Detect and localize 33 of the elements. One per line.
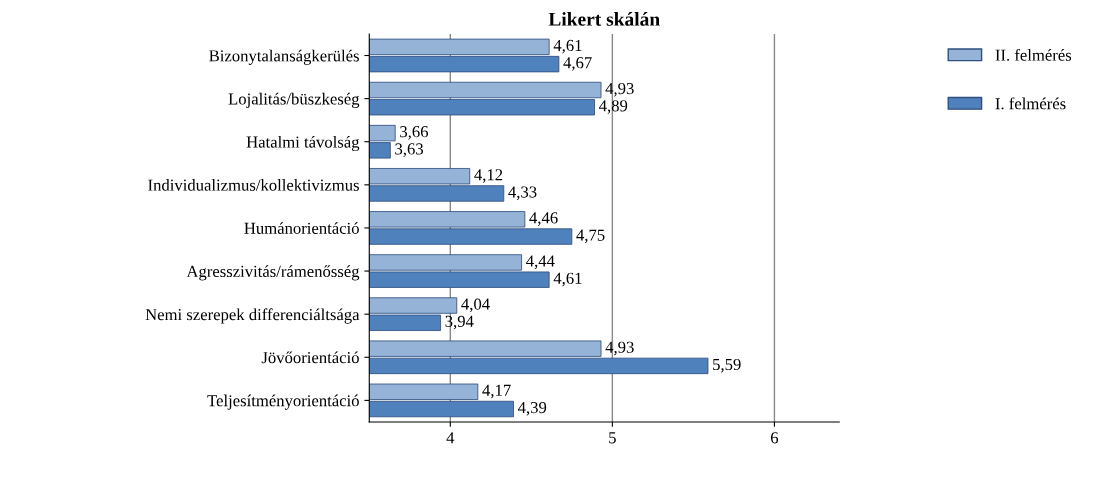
y-tick-label: Jövőorientáció	[261, 351, 359, 364]
y-tick-label: Humánorientáció	[244, 222, 359, 234]
legend-label: II. felmérés	[995, 48, 1072, 61]
data-label: 4,93	[605, 82, 634, 97]
data-label: 4,93	[605, 341, 634, 356]
legend-label: I. felmérés	[995, 97, 1066, 110]
data-label: 3,66	[400, 126, 429, 140]
data-label: 4,67	[563, 57, 592, 71]
data-label: 3,94	[445, 315, 474, 330]
data-label: 4,33	[508, 186, 537, 201]
data-label: 4,04	[461, 298, 490, 313]
chart-title: Likert skálán	[548, 12, 660, 26]
y-tick-label: Teljesítményorientáció	[207, 394, 359, 410]
data-label: 4,17	[482, 384, 511, 399]
data-label: 4,12	[474, 169, 503, 183]
x-tick-label: 5	[609, 432, 616, 444]
y-tick-label: Nemi szerepek differenciáltsága	[145, 308, 360, 324]
y-tick-label: Lojalitás/büszkeség	[228, 92, 360, 109]
data-label: 4,61	[553, 39, 582, 54]
x-tick-label: 6	[770, 432, 779, 444]
data-label: 4,75	[576, 229, 605, 244]
x-tick-label: 4	[446, 432, 455, 444]
data-label: 4,46	[529, 212, 558, 226]
data-label: 4,89	[599, 100, 628, 114]
y-tick-label: Hatalmi távolság	[246, 135, 360, 152]
y-tick-label: Agresszivitás/rámenősség	[186, 265, 360, 281]
y-tick-label: Bizonytalanságkerülés	[209, 49, 359, 65]
data-label: 4,44	[526, 255, 555, 270]
data-label: 4,39	[518, 401, 547, 416]
y-tick-label: Individualizmus/kollektivizmus	[148, 179, 359, 191]
data-label: 4,61	[553, 272, 582, 287]
data-label: 3,63	[395, 143, 424, 157]
data-label: 5,59	[713, 358, 741, 373]
